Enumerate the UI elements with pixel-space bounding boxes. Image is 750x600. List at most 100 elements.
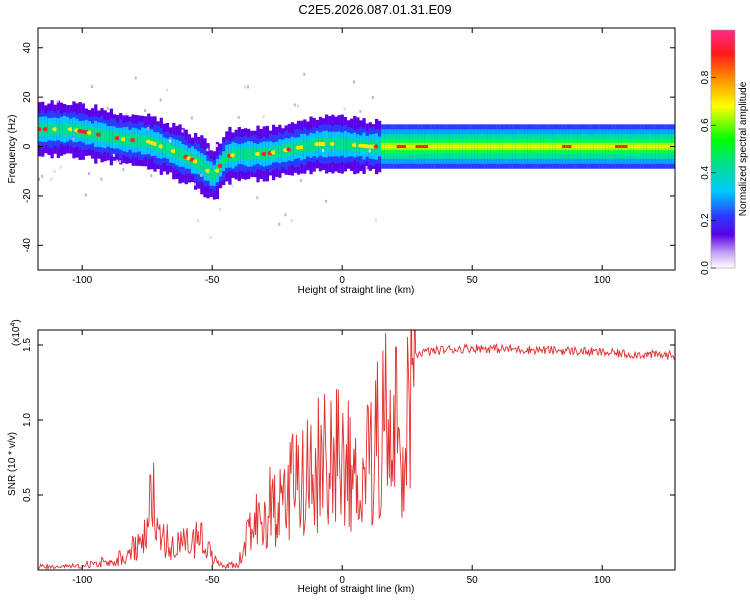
heatmap-cell <box>387 145 391 149</box>
heatmap-cell <box>487 145 491 149</box>
heatmap-cell <box>543 145 547 149</box>
heatmap-cell <box>658 145 663 149</box>
heatmap-cell <box>290 219 293 223</box>
heatmap-cell <box>212 169 216 182</box>
heatmap-cell <box>527 145 532 149</box>
snr-exponent: (x104) <box>10 319 22 346</box>
heatmap-cell <box>91 127 95 140</box>
heatmap-cell <box>41 174 44 178</box>
heatmap-cell <box>359 109 362 113</box>
heatmap-cell <box>621 145 625 149</box>
heatmap-cell <box>203 161 207 174</box>
heatmap-cell <box>122 168 125 172</box>
spectrogram-xlabel: Height of straight line (km) <box>298 285 415 296</box>
heatmap-cell <box>605 145 610 149</box>
heatmap-cell <box>144 109 147 113</box>
heatmap-cell <box>169 143 173 157</box>
heatmap-cell <box>156 138 160 152</box>
snr-line <box>38 330 675 570</box>
heatmap-cell <box>630 145 635 149</box>
heatmap-cell <box>593 145 597 149</box>
heatmap-cell <box>350 138 354 151</box>
heatmap-cell <box>537 145 541 149</box>
heatmap-cell <box>374 218 377 222</box>
heatmap-cell <box>353 80 356 84</box>
heatmap-cell <box>412 145 416 149</box>
heatmap-cell <box>278 145 282 158</box>
y-tick-label: 20 <box>22 91 33 103</box>
heatmap-cell <box>431 145 435 149</box>
heatmap-cell <box>428 145 432 149</box>
heatmap-cell <box>568 145 572 149</box>
y-tick-label: -40 <box>22 238 33 253</box>
heatmap-cell <box>418 145 422 149</box>
heatmap-cell <box>325 137 329 151</box>
heatmap-cell <box>381 145 385 149</box>
heatmap-cell <box>499 145 504 149</box>
x-tick-label: -50 <box>205 575 220 586</box>
heatmap-cell <box>209 236 212 240</box>
heatmap-cell <box>437 145 441 149</box>
colorbar: 0.0 0.2 0.4 0.6 0.8 Normalized spectral ampl… <box>700 29 749 275</box>
colorbar-tick-label: 0.8 <box>700 70 711 84</box>
x-tick-label: 50 <box>467 275 479 286</box>
colorbar-tick-label: 0.2 <box>700 213 711 227</box>
heatmap-cell <box>340 137 344 151</box>
heatmap-cell <box>534 145 538 149</box>
colorbar-tick-label: 0.0 <box>700 261 711 275</box>
heatmap-cell <box>608 145 613 149</box>
heatmap-cell <box>237 115 240 119</box>
heatmap-cell <box>328 137 332 151</box>
heatmap-cell <box>84 193 87 197</box>
heatmap-cell <box>446 145 450 149</box>
heatmap-cell <box>119 160 122 164</box>
heatmap-cell <box>443 145 447 149</box>
heatmap-cell <box>178 147 182 161</box>
heatmap-cell <box>94 127 98 141</box>
heatmap-cell <box>627 145 631 149</box>
colorbar-label: Normalized spectral amplitude <box>738 81 749 216</box>
heatmap-cell <box>424 145 429 149</box>
heatmap-cell <box>162 141 167 154</box>
heatmap-cell <box>452 145 457 149</box>
heatmap-cell <box>240 147 245 161</box>
heatmap-cell <box>197 156 201 170</box>
heatmap-cell <box>506 145 510 149</box>
heatmap-cell <box>100 177 103 181</box>
heatmap-cell <box>137 134 142 147</box>
y-tick-label: -20 <box>22 188 33 203</box>
heatmap-cell <box>181 129 184 133</box>
heatmap-cell <box>559 145 563 149</box>
heatmap-cell <box>440 145 444 149</box>
snr-ylabel: SNR (10 * v/v) <box>7 432 18 496</box>
spectrogram-ylabel: Frequency (Hz) <box>7 115 18 184</box>
heatmap-cell <box>396 145 401 149</box>
heatmap-cell <box>546 145 550 149</box>
heatmap-cell <box>584 145 588 149</box>
heatmap-cell <box>128 133 132 146</box>
heatmap-cell <box>175 146 179 159</box>
x-tick-label: 0 <box>339 575 345 586</box>
heatmap-cell <box>474 145 479 149</box>
heatmap-cell <box>662 145 666 149</box>
heatmap-cell <box>38 177 40 181</box>
heatmap-cell <box>103 129 107 142</box>
x-tick-label: 100 <box>594 575 611 586</box>
heatmap-cell <box>356 139 360 152</box>
heatmap-cell <box>309 139 313 152</box>
heatmap-cell <box>200 173 203 177</box>
heatmap-cell <box>250 147 254 161</box>
svg-text:(x104): (x104) <box>10 319 22 346</box>
heatmap-cell <box>106 106 109 110</box>
heatmap-cell <box>197 219 200 223</box>
heatmap-cell <box>134 76 137 80</box>
heatmap-cell <box>209 167 213 180</box>
heatmap-cell <box>624 145 628 149</box>
heatmap-cell <box>284 213 287 217</box>
heatmap-cell <box>200 158 204 171</box>
heatmap-cell <box>181 149 185 162</box>
heatmap-cell <box>56 99 59 103</box>
snr-exponent-power: 4 <box>10 323 17 327</box>
heatmap-cell <box>134 134 138 147</box>
heatmap-cell <box>247 147 251 161</box>
